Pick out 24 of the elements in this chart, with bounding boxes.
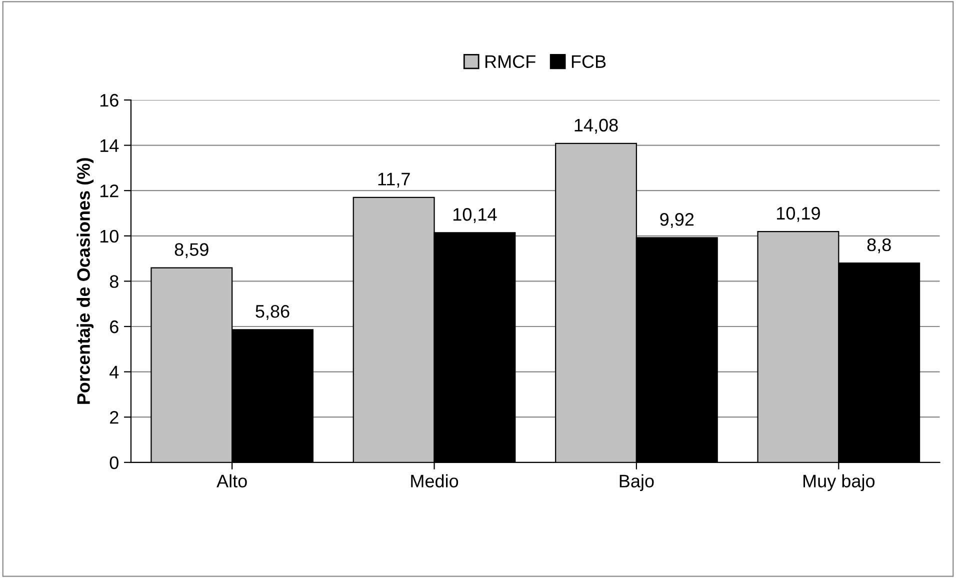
y-tick-label: 6 xyxy=(110,320,118,334)
x-tick-label: Muy bajo xyxy=(804,474,875,492)
y-tick-label: 8 xyxy=(110,275,118,288)
data-label: 5,86 xyxy=(256,304,290,320)
data-label: 11,7 xyxy=(378,172,410,188)
legend-label: RMCF xyxy=(485,55,536,68)
y-tick-label: 2 xyxy=(110,411,118,424)
x-tick-label: Bajo xyxy=(620,474,654,492)
y-tick-label: 10 xyxy=(100,230,118,243)
y-tick-label: 14 xyxy=(100,139,119,152)
y-tick-label: 16 xyxy=(100,94,118,107)
data-label: 10,14 xyxy=(453,208,497,223)
y-tick-label: 4 xyxy=(110,366,119,378)
y-axis-title: Porcentaje de Ocasiones (%) xyxy=(76,158,94,404)
data-label: 8,59 xyxy=(174,243,208,258)
data-label: 14,08 xyxy=(574,118,618,134)
y-tick-label: 12 xyxy=(100,184,118,198)
x-tick-label: Alto xyxy=(216,474,247,488)
data-label: 9,92 xyxy=(660,213,694,228)
data-label: 10,19 xyxy=(777,206,820,222)
y-tick-label: 0 xyxy=(110,456,118,470)
x-tick-label: Medio xyxy=(411,474,458,488)
data-label: 8,8 xyxy=(867,238,891,254)
legend-label: FCB xyxy=(572,55,606,68)
